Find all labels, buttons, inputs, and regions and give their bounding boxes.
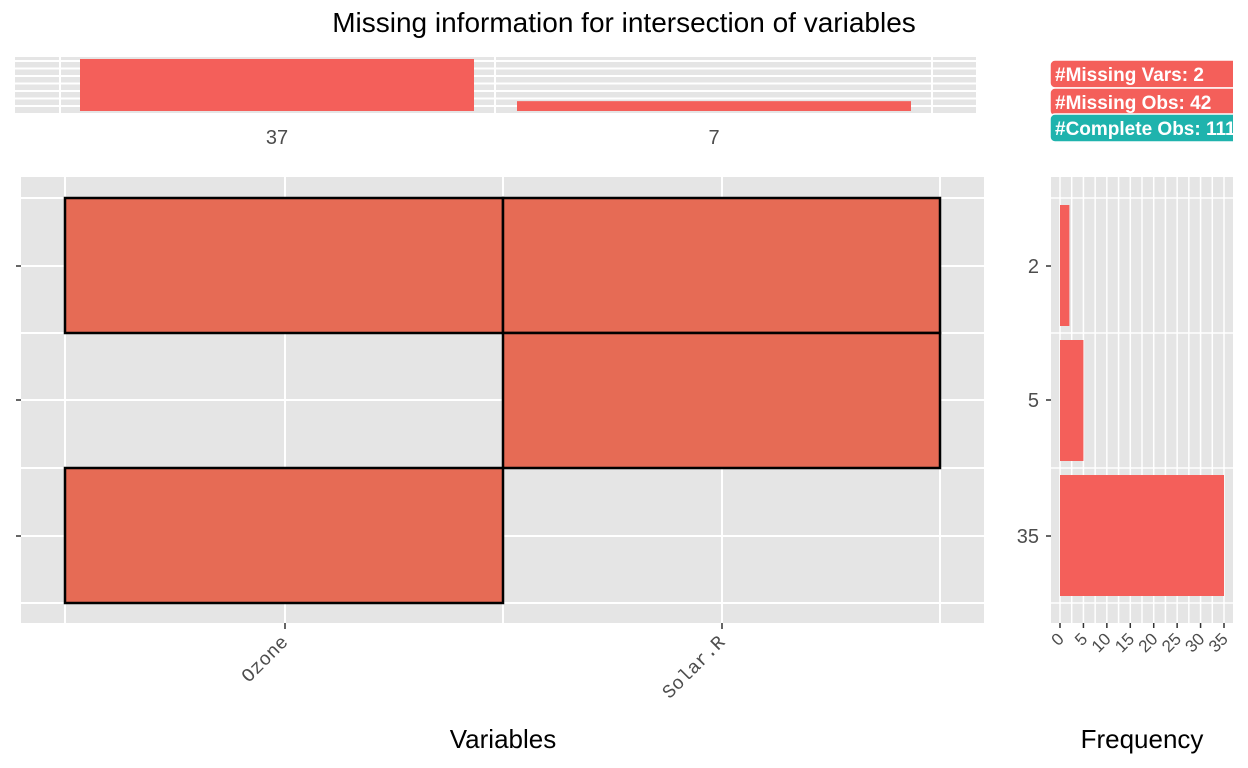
chart-title: Missing information for intersection of … bbox=[332, 7, 916, 38]
frequency-row-label: 2 bbox=[1028, 256, 1039, 278]
legend-badge-text: #Complete Obs: 111 bbox=[1055, 119, 1236, 140]
legend-badges: #Missing Vars: 2 #Missing Obs: 42 #Complet… bbox=[1049, 59, 1236, 143]
frequency-axis-title: Frequency bbox=[1081, 724, 1204, 754]
legend-badge-complete bbox=[1049, 113, 1233, 143]
frequency-tick-label: 5 bbox=[1071, 629, 1091, 649]
missing-tile-ozone-row-35 bbox=[63, 466, 505, 605]
missing-tile-ozone-row-2 bbox=[63, 196, 505, 335]
legend-badge-text: #Missing Vars: 2 bbox=[1055, 65, 1204, 86]
frequency-row-label: 5 bbox=[1028, 390, 1039, 412]
frequency-tick-label: 0 bbox=[1048, 629, 1068, 649]
intersection-heatmap-panel: Ozone Solar.R bbox=[16, 177, 984, 704]
top-bar-count-label: 7 bbox=[708, 127, 719, 149]
x-axis-title: Variables bbox=[450, 724, 556, 754]
top-bar-panel: 37 7 bbox=[15, 57, 976, 149]
top-bar-ozone bbox=[80, 59, 474, 111]
missing-tile-solar-r-row-5 bbox=[501, 331, 942, 470]
frequency-tick-label: 35 bbox=[1205, 629, 1232, 656]
frequency-bar-35 bbox=[1060, 475, 1224, 596]
missing-tile-solar-r-row-2 bbox=[501, 196, 942, 335]
frequency-bar-5 bbox=[1060, 340, 1084, 461]
top-bar-count-label: 37 bbox=[266, 127, 288, 149]
frequency-row-label: 35 bbox=[1017, 526, 1039, 548]
top-bar-solar-r bbox=[517, 101, 911, 111]
frequency-bar-2 bbox=[1060, 205, 1070, 326]
legend-badge-text: #Missing Obs: 42 bbox=[1055, 93, 1211, 114]
x-tick-label: Ozone bbox=[237, 632, 293, 688]
x-tick-label: Solar.R bbox=[658, 632, 730, 704]
